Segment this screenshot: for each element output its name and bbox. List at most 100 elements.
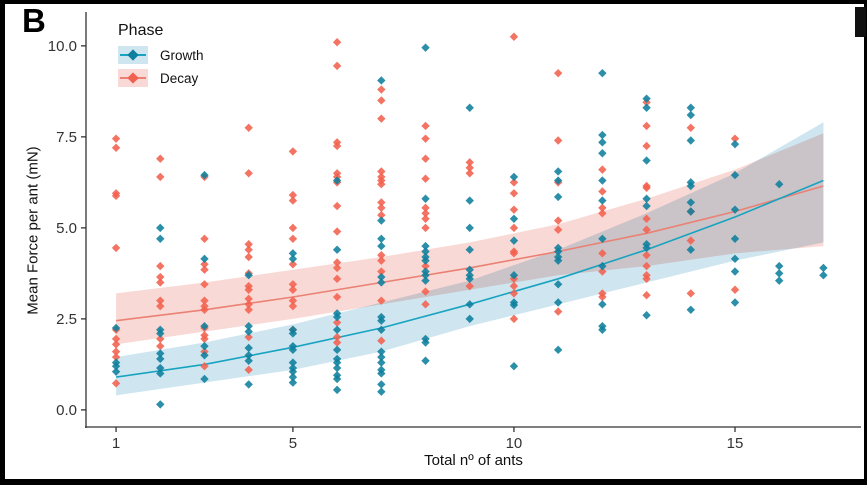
- decay-data-point: [686, 289, 695, 298]
- decay-data-point: [200, 334, 209, 344]
- decay-data-point: [244, 332, 253, 342]
- growth-data-point: [686, 103, 695, 112]
- growth-data-point: [377, 347, 386, 356]
- decay-data-point: [200, 280, 209, 289]
- decay-data-point: [156, 296, 165, 305]
- decay-data-point: [377, 210, 386, 220]
- growth-data-point: [332, 358, 342, 367]
- decay-data-point: [200, 296, 209, 305]
- decay-data-point: [377, 203, 386, 213]
- panel-label: B: [22, 2, 46, 39]
- decay-data-point: [200, 234, 209, 243]
- decay-data-point: [288, 280, 298, 289]
- decay-data-point: [642, 121, 651, 131]
- decay-data-point: [598, 209, 607, 218]
- growth-data-point: [775, 269, 784, 278]
- legend-label-growth: Growth: [160, 47, 204, 63]
- growth-point-icon: [127, 49, 139, 61]
- decay-data-point: [421, 223, 430, 233]
- decay-data-point: [377, 167, 386, 176]
- y-tick-label: 10.0: [48, 38, 77, 55]
- growth-data-point: [730, 170, 740, 180]
- decay-data-point: [642, 183, 651, 193]
- growth-data-point: [421, 338, 430, 347]
- decay-data-point: [332, 332, 342, 342]
- growth-data-point: [686, 181, 695, 191]
- decay-data-point: [377, 114, 386, 123]
- growth-data-point: [819, 270, 828, 280]
- decay-data-point: [598, 249, 607, 258]
- decay-data-point: [332, 338, 342, 347]
- decay-data-point: [288, 223, 298, 233]
- growth-data-point: [686, 245, 695, 254]
- x-tick-label: 1: [112, 435, 120, 452]
- growth-data-point: [509, 172, 519, 182]
- growth-data-point: [332, 345, 342, 355]
- decay-data-point: [465, 163, 474, 173]
- decay-data-point: [288, 260, 298, 269]
- decay-data-point: [686, 123, 695, 132]
- x-axis-title: Total nº of ants: [424, 452, 523, 469]
- decay-data-point: [111, 243, 121, 253]
- growth-data-point: [244, 343, 253, 353]
- growth-data-point: [465, 314, 474, 324]
- decay-data-point: [111, 143, 121, 152]
- decay-data-point: [465, 281, 474, 291]
- growth-data-point: [332, 374, 342, 384]
- growth-data-point: [686, 110, 695, 120]
- decay-data-point: [111, 340, 121, 349]
- y-tick-label: 5.0: [56, 220, 77, 237]
- decay-data-point: [509, 189, 519, 198]
- growth-data-point: [465, 223, 474, 233]
- decay-data-point: [200, 305, 209, 314]
- decay-data-point: [244, 169, 253, 178]
- growth-data-point: [156, 369, 165, 378]
- decay-data-point: [288, 196, 298, 205]
- decay-data-point: [509, 281, 519, 291]
- decay-data-point: [686, 236, 695, 245]
- decay-data-point: [288, 234, 298, 243]
- y-axis-title: Mean Force per ant (mN): [24, 146, 42, 315]
- decay-data-point: [730, 134, 740, 143]
- decay-data-point: [465, 158, 474, 167]
- growth-data-point: [509, 214, 519, 223]
- decay-data-point: [598, 165, 607, 174]
- growth-data-point: [509, 300, 519, 310]
- decay-data-point: [332, 263, 342, 273]
- growth-data-point: [642, 94, 651, 103]
- decay-data-point: [642, 225, 651, 234]
- x-tick-label: 10: [506, 435, 523, 452]
- growth-data-point: [553, 345, 563, 355]
- growth-data-point: [509, 270, 519, 280]
- decay-data-point: [642, 250, 651, 260]
- decay-data-point: [377, 336, 386, 345]
- decay-data-point: [421, 261, 430, 271]
- decay-data-point: [421, 300, 430, 309]
- legend-title: Phase: [118, 22, 164, 39]
- growth-data-point: [686, 207, 695, 216]
- growth-data-point: [465, 103, 474, 112]
- growth-data-point: [377, 241, 386, 251]
- growth-data-point: [553, 247, 563, 256]
- decay-data-point: [200, 265, 209, 274]
- growth-data-point: [775, 276, 784, 285]
- decay-data-point: [377, 250, 386, 260]
- growth-data-point: [819, 263, 828, 273]
- growth-data-point: [509, 362, 519, 371]
- decay-data-point: [642, 214, 651, 223]
- decay-data-point: [288, 285, 298, 294]
- decay-data-point: [156, 172, 165, 182]
- growth-data-point: [244, 380, 253, 389]
- decay-data-point: [598, 187, 607, 196]
- decay-data-point: [332, 318, 342, 327]
- growth-data-point: [156, 349, 165, 358]
- growth-data-point: [509, 236, 519, 245]
- growth-data-point: [642, 201, 651, 211]
- decay-data-point: [598, 267, 607, 276]
- growth-data-point: [111, 362, 121, 371]
- growth-data-point: [288, 254, 298, 264]
- growth-data-point: [686, 136, 695, 145]
- growth-data-point: [421, 256, 430, 265]
- growth-data-point: [553, 298, 563, 307]
- growth-data-point: [244, 270, 253, 280]
